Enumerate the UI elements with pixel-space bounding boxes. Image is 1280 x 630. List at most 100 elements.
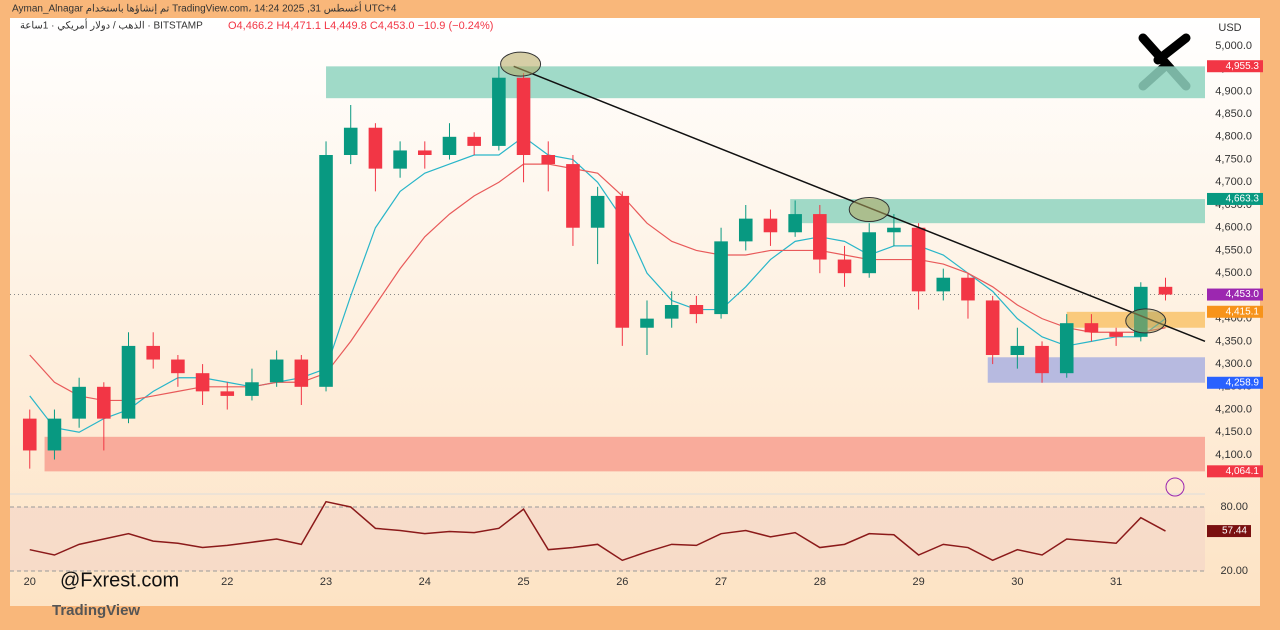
candle-body: [936, 277, 951, 292]
rsi-badge: [1207, 525, 1251, 538]
candle-body: [22, 418, 37, 451]
candle-body: [813, 214, 827, 260]
candle-body: [788, 214, 802, 233]
candle-body: [1158, 286, 1173, 295]
candle-body: [1109, 332, 1123, 337]
y-tick-label: 4,550.0: [1215, 244, 1252, 256]
candle-body: [1035, 345, 1049, 374]
candle-body: [97, 386, 111, 419]
moving-average: [29, 163, 1166, 402]
y-tick-label: 80.00: [1220, 501, 1248, 513]
candle-body: [245, 382, 259, 396]
x-tick-label: 29: [912, 576, 924, 588]
symbol: الذهب / دولار أمريكي · 1ساعة · BITSTAMP: [20, 19, 203, 32]
candle-body: [664, 305, 679, 319]
candle-body: [689, 305, 704, 315]
x-tick-label: 22: [221, 576, 233, 588]
price-badge: [1207, 192, 1263, 205]
candle-body: [541, 155, 556, 165]
price-label: 4,955.3: [1226, 61, 1260, 72]
alert-icon: [1165, 477, 1185, 497]
candle-body: [516, 77, 531, 155]
x-tick-label: 26: [616, 576, 628, 588]
price-badge: [1207, 288, 1263, 301]
candle-body: [1059, 323, 1074, 374]
price-badge: [1207, 465, 1263, 478]
candle-body: [862, 232, 877, 274]
price-label: 4,064.1: [1226, 466, 1260, 477]
y-tick-label: 4,350.0: [1215, 335, 1252, 347]
candle-body: [467, 136, 481, 146]
candle-body: [615, 195, 630, 328]
candle-body: [911, 227, 926, 292]
credit: Ayman_Alnagar تم إنشاؤها باستخدام Tradin…: [12, 2, 397, 15]
x-tick-label: 20: [24, 576, 36, 588]
candle-body: [294, 359, 309, 387]
candle-body: [368, 127, 383, 169]
candle-body: [590, 195, 605, 228]
candle-body: [492, 77, 506, 146]
rsi-band: [10, 507, 1205, 572]
candle-body: [121, 345, 136, 419]
rsi-value-label: 57.44: [1222, 526, 1247, 537]
candle-body: [714, 241, 728, 315]
price-badge: [1207, 305, 1263, 318]
candle-body: [72, 386, 86, 419]
candle-body: [1010, 345, 1025, 355]
candle-body: [442, 136, 457, 155]
watermark: @Fxrest.com: [60, 569, 179, 591]
zone: [987, 357, 1205, 383]
x-tick-label: 30: [1011, 576, 1023, 588]
y-tick-label: 4,750.0: [1215, 153, 1252, 165]
y-tick-label: 5,000.0: [1215, 40, 1252, 52]
zone: [326, 66, 1205, 99]
candle-body: [738, 218, 753, 242]
currency: USD: [1218, 22, 1241, 34]
candle-body: [220, 391, 235, 396]
price-label: 4,415.1: [1226, 306, 1260, 317]
highlight: [848, 197, 890, 223]
price-badge: [1207, 60, 1263, 73]
candle-body: [763, 218, 778, 233]
price-label: 4,258.9: [1226, 377, 1260, 388]
y-tick-label: 4,100.0: [1215, 449, 1252, 461]
candle-body: [319, 155, 333, 387]
candle-body: [195, 373, 210, 392]
x-tick-label: 24: [419, 576, 431, 588]
price-badge: [1207, 376, 1263, 389]
candle-body: [47, 418, 62, 451]
y-tick-label: 4,700.0: [1215, 176, 1252, 188]
x-tick-label: 25: [517, 576, 529, 588]
candle-body: [146, 345, 160, 360]
candle-body: [269, 359, 284, 383]
y-tick-label: 4,150.0: [1215, 426, 1252, 438]
y-tick-label: 4,600.0: [1215, 222, 1252, 234]
candle-body: [393, 150, 407, 169]
logo: TradingView: [52, 602, 140, 619]
y-tick-label: 4,300.0: [1215, 358, 1252, 370]
candle-body: [343, 127, 358, 155]
y-tick-label: 4,200.0: [1215, 403, 1252, 415]
y-tick-label: 4,500.0: [1215, 267, 1252, 279]
y-tick-label: 20.00: [1220, 565, 1248, 577]
candle-body: [171, 359, 185, 374]
x-tick-label: 23: [320, 576, 332, 588]
x-tick-label: 31: [1110, 576, 1122, 588]
ohlc: O4,466.2 H4,471.1 L4,449.8 C4,453.0 −10.…: [228, 20, 493, 32]
x-tick-label: 28: [814, 576, 826, 588]
highlight: [500, 51, 542, 77]
highlight: [1125, 308, 1167, 334]
candle-body: [1084, 323, 1099, 333]
x-tick-label: 27: [715, 576, 727, 588]
moving-average: [29, 136, 1166, 433]
zone: [44, 436, 1205, 472]
candle-body: [640, 318, 654, 328]
candle-body: [566, 164, 580, 228]
candle-body: [418, 150, 432, 155]
candle-body: [961, 277, 975, 301]
candle-body: [985, 300, 1000, 355]
y-tick-label: 4,850.0: [1215, 108, 1252, 120]
price-label: 4,453.0: [1226, 289, 1260, 300]
y-tick-label: 4,800.0: [1215, 131, 1252, 143]
